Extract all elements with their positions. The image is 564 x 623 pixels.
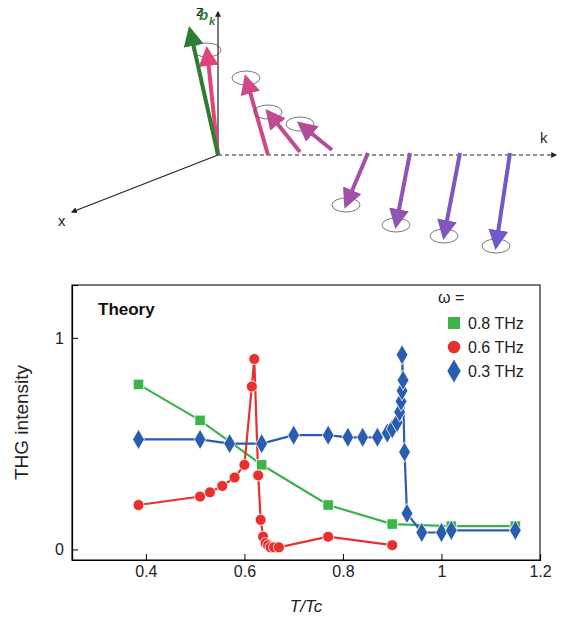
series-marker	[273, 542, 284, 553]
series-marker	[256, 460, 266, 470]
series-marker	[133, 429, 145, 449]
series-marker	[249, 354, 260, 365]
plot-frame	[72, 285, 540, 560]
legend-symbol	[447, 359, 460, 382]
series-marker	[195, 415, 205, 425]
series-marker	[323, 500, 333, 510]
series-marker	[445, 520, 457, 540]
legend-label: 0.8 THz	[468, 315, 524, 332]
figure: zxkbk0.40.60.811.201T/TcTHG intensityThe…	[0, 0, 564, 623]
series-marker	[217, 480, 228, 491]
diagram-label: b	[199, 6, 208, 23]
y-axis: 01	[55, 286, 78, 561]
x-tick-mark	[441, 554, 442, 560]
legend-label: 0.6 THz	[468, 339, 524, 356]
x-tick-mark	[244, 554, 245, 560]
series-marker	[509, 520, 521, 540]
x-tick: 0.6	[234, 554, 256, 580]
y-tick-label: 0	[55, 541, 64, 558]
y-tick: 0	[55, 541, 78, 558]
legend-symbol	[448, 317, 460, 329]
series-marker	[342, 427, 354, 447]
x-tick: 1.2	[529, 554, 551, 580]
spin-arrow	[444, 153, 460, 236]
series-line	[139, 359, 393, 547]
series-marker	[195, 491, 206, 502]
chart-title: Theory	[98, 300, 155, 319]
field-vector	[190, 30, 218, 155]
series-marker	[133, 500, 144, 511]
diagram-label: k	[540, 129, 548, 146]
series-marker	[256, 433, 268, 453]
y-tick-label: 1	[55, 330, 64, 347]
series-marker	[246, 381, 257, 392]
spin-arrow	[396, 153, 410, 225]
legend-symbol	[448, 341, 461, 354]
series-marker	[229, 472, 240, 483]
x-tick-label: 0.6	[234, 563, 256, 580]
diagram-label: x	[58, 212, 66, 229]
spin-arrow	[346, 153, 368, 205]
x-tick-mark	[343, 554, 344, 560]
series-marker	[322, 425, 334, 445]
series-marker	[436, 522, 448, 542]
series-marker	[239, 459, 250, 470]
series-marker	[133, 379, 143, 389]
x-tick-label: 0.8	[332, 563, 354, 580]
series-marker	[387, 519, 397, 529]
x-tick: 1	[438, 554, 447, 580]
series-line	[139, 384, 516, 526]
y-axis-title: THG intensity	[11, 364, 32, 480]
series-marker	[401, 503, 413, 523]
spin-arrow	[300, 124, 332, 150]
x-tick-label: 1.2	[529, 563, 551, 580]
x-tick: 0.4	[135, 554, 157, 580]
x-axis-line	[73, 554, 541, 561]
x-tick-label: 0.4	[135, 563, 157, 580]
series-marker	[253, 470, 264, 481]
x-tick-mark	[540, 554, 541, 560]
series-marker	[399, 442, 411, 462]
chart: 0.40.60.811.201T/TcTHG intensityTheoryω …	[11, 285, 552, 616]
spin-arrow	[496, 153, 510, 246]
legend-title: ω =	[438, 289, 464, 306]
spin-arrow	[268, 112, 300, 152]
x-axis-title: T/Tc	[290, 597, 323, 616]
legend: ω =0.8 THz 0.6 THz 0.3 THz	[438, 289, 524, 383]
y-tick-mark	[72, 549, 78, 550]
plot-area	[133, 345, 522, 553]
x-tick-label: 1	[438, 563, 447, 580]
series-marker	[194, 429, 206, 449]
series-line	[139, 355, 516, 533]
x-axis: 0.4 0.6 0.8 1 1.2	[73, 554, 552, 580]
series-marker	[288, 425, 300, 445]
series-marker	[387, 540, 398, 551]
legend-label: 0.3 THz	[468, 363, 524, 380]
y-axis-line	[73, 286, 79, 561]
diagram-label: k	[209, 15, 216, 27]
series-marker	[397, 370, 409, 390]
y-tick: 1	[55, 330, 78, 347]
series-marker	[372, 427, 384, 447]
spin-diagram: zxkbk	[58, 2, 556, 253]
series-marker	[357, 427, 369, 447]
series-marker	[204, 487, 215, 498]
series-marker	[323, 531, 334, 542]
series-marker	[396, 345, 408, 365]
x-tick-mark	[146, 554, 147, 560]
y-tick-mark	[72, 338, 78, 339]
x-tick: 0.8	[332, 554, 354, 580]
series-marker	[224, 433, 236, 453]
series-marker	[416, 522, 428, 542]
diagram-axis	[72, 155, 218, 212]
series-marker	[255, 514, 266, 525]
